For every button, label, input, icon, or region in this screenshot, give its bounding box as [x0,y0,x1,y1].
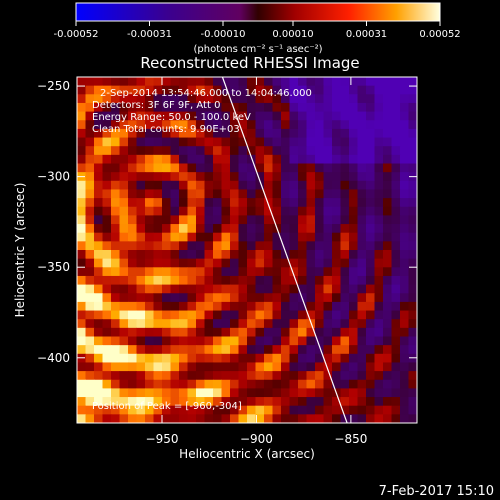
peak-position-label: Position of Peak = [-960,-304] [92,401,242,412]
y-tick-label: −350 [37,260,70,274]
solar-limb-line [221,77,348,423]
annotation-line: Energy Range: 50.0 - 100.0 keV [92,112,251,123]
x-tick-label: −850 [334,432,367,446]
colorbar-tick-label: -0.00031 [127,29,172,40]
x-tick-label: −900 [240,432,273,446]
chart-title: Reconstructed RHESSI Image [140,54,359,72]
footer-timestamp: 7-Feb-2017 15:10 [379,484,494,499]
colorbar-ticks: -0.00052 -0.00031 -0.00010 0.00010 0.00031 0.… [54,21,461,40]
x-tick-label: −950 [146,432,179,446]
annotation-line: 2-Sep-2014 13:54:46.000 to 14:04:46.000 [100,88,312,99]
colorbar-tick-label: 0.00031 [346,29,387,40]
heatmap-image [77,77,417,423]
y-tick-label: −250 [37,79,70,93]
y-axis: −250 −300 −350 −400 [37,79,417,365]
annotation-line: Clean Total counts: 9.90E+03 [92,124,240,135]
colorbar: -0.00052 -0.00031 -0.00010 0.00010 0.00031 0.… [54,2,461,55]
annotation-line: Detectors: 3F 6F 9F, Att 0 [92,100,220,111]
x-axis-label: Heliocentric X (arcsec) [179,447,315,461]
colorbar-tick-label: 0.00010 [272,29,313,40]
colorbar-tick-label: -0.00052 [54,29,99,40]
colorbar-gradient [75,2,441,22]
y-tick-label: −300 [37,170,70,184]
x-axis: −950 −900 −850 [146,77,367,446]
annotations: 2-Sep-2014 13:54:46.000 to 14:04:46.000D… [92,88,312,135]
colorbar-unit-label: (photons cm⁻² s⁻¹ asec⁻²) [193,44,322,55]
y-axis-label: Heliocentric Y (arcsec) [13,183,27,318]
colorbar-tick-label: 0.00052 [419,29,460,40]
colorbar-tick-label: -0.00010 [201,29,246,40]
y-tick-label: −400 [37,351,70,365]
plot-frame [76,76,418,424]
